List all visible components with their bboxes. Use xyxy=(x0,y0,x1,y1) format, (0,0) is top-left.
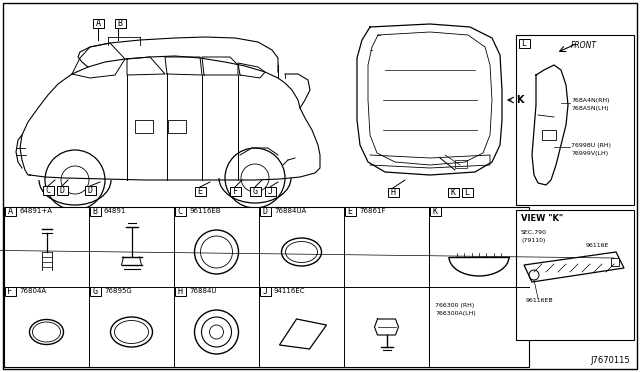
Bar xyxy=(56,186,67,195)
Text: 766300 (RH): 766300 (RH) xyxy=(435,302,474,308)
Text: A: A xyxy=(8,206,13,215)
Text: 76895G: 76895G xyxy=(104,288,132,294)
Text: D: D xyxy=(60,186,65,195)
Bar xyxy=(250,186,260,196)
Text: C: C xyxy=(177,206,182,215)
Text: K: K xyxy=(516,95,524,105)
Bar xyxy=(611,258,619,266)
Text: 768A5N(LH): 768A5N(LH) xyxy=(571,106,609,110)
Text: SEC.790: SEC.790 xyxy=(521,230,547,234)
Text: C: C xyxy=(45,186,51,195)
Text: 766300A(LH): 766300A(LH) xyxy=(435,311,476,315)
Bar xyxy=(195,186,205,196)
Bar xyxy=(4,207,529,367)
Text: F: F xyxy=(232,186,237,196)
Text: 76861F: 76861F xyxy=(359,208,385,214)
Bar xyxy=(90,286,100,295)
Text: J: J xyxy=(262,286,268,295)
Bar xyxy=(516,210,634,340)
Text: K: K xyxy=(451,187,456,196)
Text: VIEW "K": VIEW "K" xyxy=(521,214,563,222)
Text: D: D xyxy=(88,186,93,195)
Bar xyxy=(455,160,467,168)
Bar xyxy=(168,120,186,133)
Bar xyxy=(516,35,634,205)
Bar xyxy=(90,206,100,215)
Text: 64891: 64891 xyxy=(104,208,126,214)
Text: 64891+A: 64891+A xyxy=(19,208,52,214)
Bar xyxy=(387,187,399,196)
Text: (79110): (79110) xyxy=(521,237,545,243)
Bar xyxy=(259,206,271,215)
Bar xyxy=(42,186,54,195)
Text: B: B xyxy=(118,19,122,28)
Text: E: E xyxy=(198,186,202,196)
Bar xyxy=(259,286,271,295)
Bar xyxy=(542,130,556,140)
Bar xyxy=(135,120,153,133)
Text: G: G xyxy=(253,186,257,196)
Bar xyxy=(4,286,15,295)
Text: 96116E: 96116E xyxy=(586,243,609,247)
Text: G: G xyxy=(93,286,97,295)
Text: FRONT: FRONT xyxy=(571,41,597,49)
Bar xyxy=(264,186,275,196)
Text: L: L xyxy=(465,187,470,196)
Bar xyxy=(230,186,241,196)
Text: 76999V(LH): 76999V(LH) xyxy=(571,151,608,155)
Bar xyxy=(93,19,104,28)
Bar xyxy=(175,206,186,215)
Bar xyxy=(84,186,95,195)
Text: B: B xyxy=(93,206,97,215)
Text: J7670115: J7670115 xyxy=(590,356,630,365)
Bar xyxy=(4,206,15,215)
Text: L: L xyxy=(522,38,527,48)
Bar xyxy=(115,19,125,28)
Text: F: F xyxy=(8,286,13,295)
Text: 768A4N(RH): 768A4N(RH) xyxy=(571,97,609,103)
Bar xyxy=(447,187,458,196)
Bar xyxy=(175,286,186,295)
Text: J: J xyxy=(268,186,273,196)
Text: 76804A: 76804A xyxy=(19,288,46,294)
Text: H: H xyxy=(177,286,182,295)
Text: K: K xyxy=(433,206,438,215)
Text: 76884U: 76884U xyxy=(189,288,216,294)
Text: 76998U (RH): 76998U (RH) xyxy=(571,142,611,148)
Text: 94116EC: 94116EC xyxy=(274,288,305,294)
Text: 96116EB: 96116EB xyxy=(526,298,554,302)
Bar xyxy=(429,206,440,215)
Bar xyxy=(461,187,472,196)
Bar xyxy=(518,38,529,48)
Text: E: E xyxy=(348,206,353,215)
Text: D: D xyxy=(262,206,268,215)
Text: A: A xyxy=(95,19,100,28)
Text: H: H xyxy=(390,187,396,196)
Bar xyxy=(344,206,355,215)
Text: 76884UA: 76884UA xyxy=(274,208,307,214)
Text: 96116EB: 96116EB xyxy=(189,208,221,214)
